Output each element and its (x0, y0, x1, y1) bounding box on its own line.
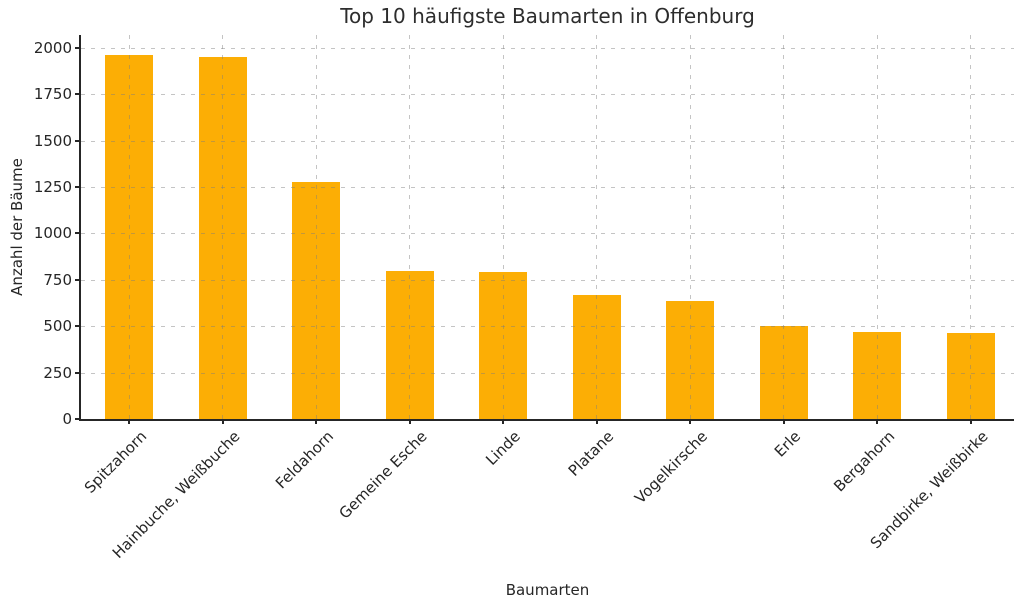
y-tick-mark (75, 278, 81, 281)
gridline-horizontal (81, 372, 1014, 374)
gridline-horizontal (81, 140, 1014, 142)
y-tick-label: 1750 (33, 85, 72, 104)
gridline-horizontal (81, 187, 1014, 189)
y-tick-mark (75, 418, 81, 420)
x-tick-mark (408, 419, 411, 424)
bar (105, 55, 153, 419)
gridline-vertical (409, 35, 410, 419)
x-tick-label: Feldahorn (271, 427, 338, 493)
y-tick-label: 750 (43, 270, 72, 289)
bar (385, 270, 434, 419)
x-tick-mark (876, 419, 878, 424)
x-tick-mark (128, 419, 130, 424)
gridline-vertical (689, 35, 691, 419)
y-tick-label: 1500 (33, 131, 72, 150)
y-tick-label: 250 (43, 363, 72, 382)
gridline-vertical (128, 35, 130, 419)
chart-title: Top 10 häufigste Baumarten in Offenburg (340, 4, 755, 28)
y-tick-label: 1000 (33, 224, 72, 243)
y-tick-label: 2000 (33, 38, 72, 57)
gridline-vertical (970, 35, 971, 419)
x-tick-label: Erle (771, 427, 805, 461)
bar (853, 331, 901, 419)
x-tick-mark (689, 419, 691, 424)
y-axis-label: Anzahl der Bäume (8, 158, 27, 296)
bar (666, 301, 714, 419)
x-tick-mark (502, 419, 504, 424)
plot-area (81, 35, 1014, 419)
x-tick-mark (782, 419, 785, 424)
gridline-vertical (783, 35, 784, 419)
y-tick-mark (75, 232, 81, 235)
bar (572, 294, 621, 419)
y-tick-mark (75, 325, 81, 328)
bar (198, 57, 247, 419)
y-tick-label: 1250 (33, 178, 72, 197)
x-tick-label: Spitzahorn (80, 427, 151, 497)
x-tick-mark (221, 419, 224, 424)
gridline-vertical (596, 35, 597, 419)
x-axis-spine (79, 419, 1014, 421)
y-tick-mark (75, 93, 81, 96)
y-axis-spine (79, 35, 81, 421)
x-tick-label: Linde (482, 427, 525, 469)
x-tick-label: Bergahorn (829, 427, 899, 496)
gridline-horizontal (81, 279, 1014, 281)
gridline-vertical (876, 35, 878, 419)
y-tick-mark (75, 186, 81, 189)
y-tick-mark (75, 371, 81, 374)
y-axis-label-wrap: Anzahl der Bäume (0, 35, 34, 419)
y-tick-mark (75, 46, 81, 49)
x-axis-label: Baumarten (505, 581, 590, 599)
gridline-horizontal (81, 47, 1014, 49)
bar (292, 182, 340, 419)
gridline-vertical (315, 35, 317, 419)
y-tick-label: 500 (43, 317, 72, 336)
gridline-horizontal (81, 94, 1014, 96)
x-tick-mark (969, 419, 972, 424)
gridline-horizontal (81, 326, 1014, 328)
y-tick-label: 0 (62, 410, 72, 428)
x-tick-mark (315, 419, 317, 424)
bar (946, 332, 995, 419)
bar (479, 272, 527, 419)
gridline-vertical (222, 35, 223, 419)
x-tick-label: Platane (565, 427, 618, 480)
bar (759, 326, 808, 419)
y-tick-mark (75, 139, 81, 142)
x-tick-label: Gemeine Esche (335, 427, 431, 523)
x-tick-mark (595, 419, 598, 424)
gridline-vertical (502, 35, 504, 419)
x-tick-label: Vogelkirsche (631, 427, 712, 508)
gridline-horizontal (81, 233, 1014, 235)
